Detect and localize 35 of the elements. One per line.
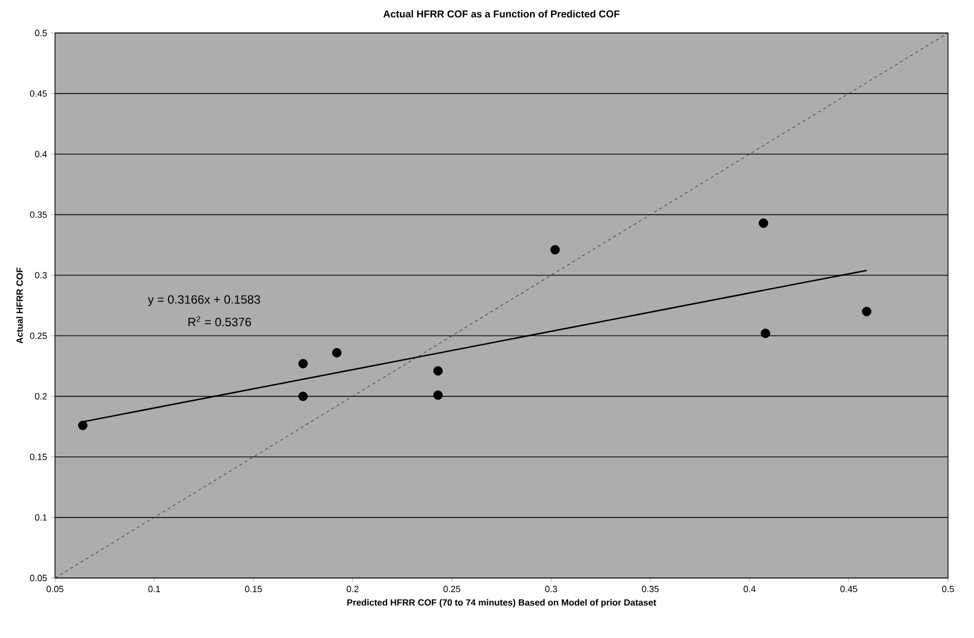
annotation: y = 0.3166x + 0.1583 xyxy=(148,295,260,306)
x-tick-label: 0.5 xyxy=(942,586,954,592)
point xyxy=(550,245,560,254)
y-tick-label: 0.25 xyxy=(30,332,47,339)
x-tick-label: 0.1 xyxy=(148,586,160,592)
point xyxy=(298,392,308,402)
x-tick-label: 0.2 xyxy=(346,586,358,592)
y-tick-label: 0.45 xyxy=(30,90,47,97)
chart-title: Actual HFRR COF as a Function of Predicted COF xyxy=(383,10,620,18)
x-axis-title: Predicted HFRR COF (70 to 74 minutes) Based on Model of prior Dataset xyxy=(347,599,656,608)
y-tick-label: 0.3 xyxy=(35,272,47,278)
point xyxy=(433,366,443,376)
x-tick-label: 0.15 xyxy=(245,586,262,592)
y-tick-label: 0.05 xyxy=(30,574,47,582)
x-tick-label: 0.25 xyxy=(443,586,460,592)
y-tick-label: 0.4 xyxy=(35,150,47,158)
x-tick-label: 0.05 xyxy=(46,586,64,592)
y-tick-label: 0.2 xyxy=(35,393,47,400)
y-tick-label: 0.35 xyxy=(30,211,47,218)
point xyxy=(760,328,770,338)
point xyxy=(332,348,342,358)
point xyxy=(758,218,768,228)
point xyxy=(433,390,443,400)
y-axis-title: Actual HFRR COF xyxy=(16,268,23,344)
point xyxy=(862,306,872,316)
annotation: R$^{2}$ = 0.5376 xyxy=(188,316,251,326)
y-tick-label: 0.5 xyxy=(35,30,47,36)
x-tick-label: 0.4 xyxy=(744,586,756,592)
y-tick-label: 0.1 xyxy=(35,514,47,521)
y-tick-label: 0.15 xyxy=(30,454,47,460)
x-tick-label: 0.45 xyxy=(840,586,858,592)
point xyxy=(298,358,308,368)
x-tick-label: 0.3 xyxy=(545,586,557,592)
point xyxy=(78,420,88,430)
x-tick-label: 0.35 xyxy=(642,586,659,592)
